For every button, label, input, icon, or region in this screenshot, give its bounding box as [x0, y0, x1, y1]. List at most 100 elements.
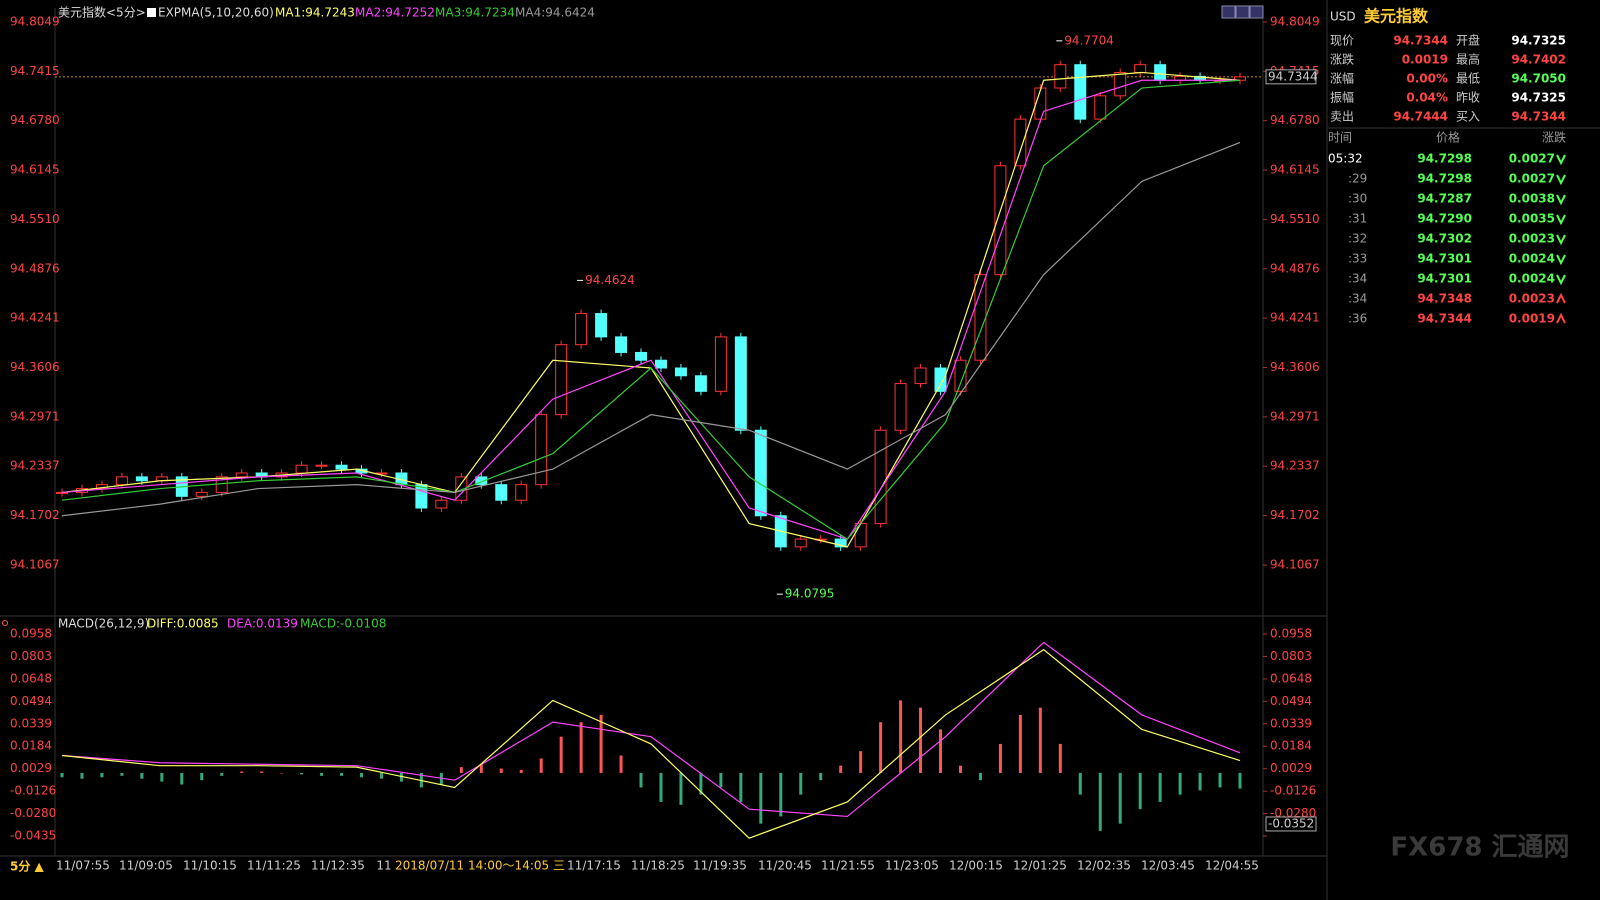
quote-label: 卖出: [1330, 110, 1354, 124]
macd-bar: [479, 764, 483, 773]
dea-label: DEA:0.0139: [227, 617, 298, 631]
trade-change: 0.0027: [1509, 172, 1555, 186]
macd-bar: [639, 772, 643, 788]
macd-bar: [1078, 772, 1082, 795]
macd-tick-label: -0.0280: [10, 806, 56, 820]
quote-value: 0.04%: [1406, 91, 1448, 105]
macd-bar: [819, 772, 823, 781]
time-label: 11/20:45: [758, 859, 812, 873]
quote-value: 0.00%: [1406, 72, 1448, 86]
y-tick-label: 94.6780: [1270, 113, 1320, 127]
y-tick-label: 94.4876: [1270, 261, 1320, 275]
candle: [694, 375, 707, 392]
candle: [335, 464, 348, 470]
y-tick-label: 94.4876: [10, 261, 60, 275]
y-tick-label: 94.2337: [1270, 459, 1320, 473]
trade-time: :32: [1348, 232, 1367, 246]
macd-bar: [340, 772, 344, 776]
trade-price: 94.7290: [1417, 212, 1472, 226]
quote-label: 开盘: [1456, 33, 1480, 48]
quote-label: 昨收: [1456, 91, 1480, 105]
toolbar-button[interactable]: [1221, 5, 1236, 19]
trade-time: :34: [1348, 272, 1367, 286]
macd-bar: [100, 772, 104, 778]
trade-price: 94.7298: [1417, 152, 1472, 166]
candle: [475, 476, 488, 486]
y-tick-label: 94.2971: [1270, 409, 1320, 423]
dea-line: [61, 641, 1241, 818]
macd-bar: [539, 758, 543, 773]
macd-tick-label: 0.0184: [10, 739, 52, 753]
trade-time: :30: [1348, 192, 1367, 206]
trade-price: 94.7287: [1417, 192, 1472, 206]
toolbar-button[interactable]: [1249, 5, 1264, 19]
candle: [914, 367, 927, 385]
quote-label: 最低: [1456, 72, 1480, 86]
y-tick-label: 94.3606: [10, 360, 60, 374]
candle: [734, 336, 747, 431]
candle: [535, 414, 548, 486]
time-label: 12/00:15: [949, 859, 1003, 873]
macd-bar: [260, 771, 264, 773]
y-tick-label: 94.2337: [10, 459, 60, 473]
candle: [954, 359, 967, 392]
macd-bar: [619, 755, 623, 773]
trade-change: 0.0035: [1509, 212, 1555, 226]
macd-bar: [300, 772, 304, 775]
macd-bar: [579, 722, 583, 773]
macd-tick-label: 0.0803: [1270, 649, 1312, 663]
ma-line: [61, 79, 1240, 540]
macd-bar: [1218, 772, 1222, 788]
candle: [515, 484, 528, 501]
macd-bar: [659, 772, 663, 802]
macd-tick-label: 0.0494: [10, 694, 52, 708]
macd-tick-label: 0.0648: [10, 671, 52, 685]
trade-change: 0.0023: [1509, 232, 1555, 246]
time-label: 11/09:05: [119, 859, 173, 873]
candle: [754, 429, 767, 517]
quote-value: 94.7344: [1511, 110, 1566, 124]
period[interactable]: 5分 ▲: [10, 859, 45, 874]
quote-label: 最高: [1456, 52, 1480, 67]
quote-value: 94.7444: [1393, 110, 1448, 124]
macd-bar: [220, 772, 224, 776]
time-label: 12/03:45: [1141, 859, 1195, 873]
diff-line: [61, 648, 1241, 839]
indicator-icon: [147, 8, 156, 17]
time-label: 12/01:25: [1013, 859, 1067, 873]
toolbar-button[interactable]: [1235, 5, 1250, 19]
candle: [654, 359, 667, 369]
trade-time: :36: [1348, 312, 1367, 326]
current-price-box: [1265, 69, 1317, 85]
candle: [1014, 118, 1027, 167]
macd-bar: [280, 772, 284, 774]
trade-time: :33: [1348, 252, 1367, 266]
macd-tick-label: 0.0494: [1270, 694, 1312, 708]
trade-change: 0.0027: [1509, 152, 1555, 166]
diff-label: DIFF:0.0085: [147, 617, 219, 631]
candle: [894, 383, 907, 431]
time-label: 11/10:15: [183, 859, 237, 873]
macd-bar: [939, 729, 943, 773]
macd-bar: [1118, 772, 1122, 824]
macd-bar: [1038, 707, 1042, 773]
macd-bar: [379, 772, 383, 779]
candle: [435, 499, 448, 509]
macd-current: -0.0352: [1268, 816, 1314, 830]
trade-price: 94.7298: [1417, 172, 1472, 186]
time-label: 11/21:55: [821, 859, 875, 873]
y-tick-label: 94.3606: [1270, 360, 1320, 374]
macd-bar: [879, 722, 883, 773]
macd-bar: [399, 772, 403, 782]
candle: [575, 313, 588, 346]
ma1-label: MA1:94.7243: [275, 6, 355, 20]
candle: [1114, 71, 1127, 97]
macd-bar: [759, 772, 763, 824]
candle: [1134, 64, 1147, 73]
candle: [315, 464, 328, 467]
macd-tick-label: -0.0435: [10, 829, 56, 843]
candle: [674, 367, 687, 377]
y-tick-label: 94.7415: [10, 64, 60, 78]
macd-bar: [978, 772, 982, 781]
trade-arrow: [1556, 292, 1566, 304]
